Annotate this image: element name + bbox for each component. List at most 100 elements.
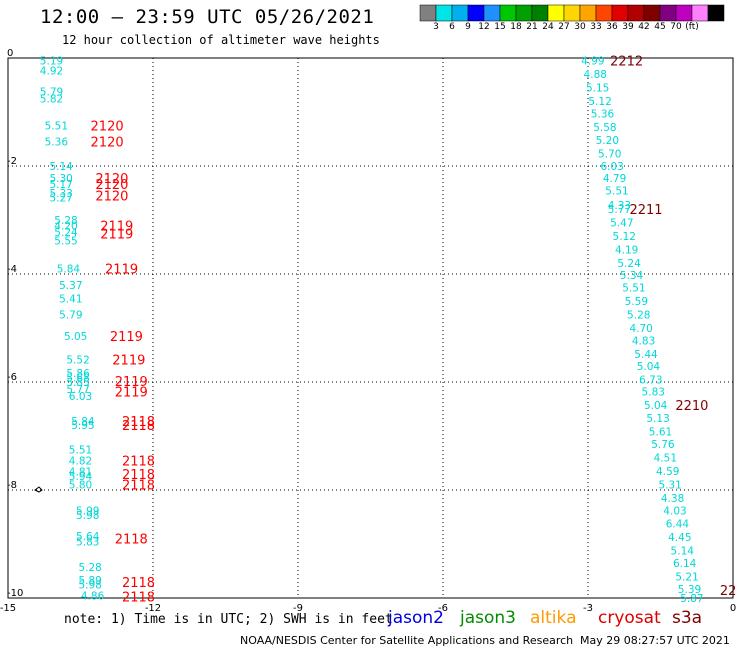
x-tick-label: 0 bbox=[730, 603, 736, 614]
x-tick-label: -6 bbox=[438, 603, 448, 614]
swh-value: 5.83 bbox=[642, 387, 665, 399]
swh-value: 5.27 bbox=[49, 192, 72, 204]
swh-value: 5.13 bbox=[646, 413, 669, 425]
color-scale-bar bbox=[419, 4, 725, 22]
color-scale-label: 45 bbox=[654, 22, 666, 32]
x-tick-label: -3 bbox=[583, 603, 593, 614]
swh-value: 5.79 bbox=[59, 310, 82, 322]
swh-value: 5.44 bbox=[634, 349, 658, 361]
swh-value: 5.30 bbox=[49, 173, 72, 185]
coastline-glyph bbox=[34, 486, 43, 493]
swh-value: 4.70 bbox=[629, 323, 652, 335]
swh-value: 4.20 bbox=[54, 220, 77, 232]
swh-value: 5.76 bbox=[651, 439, 675, 451]
swh-value: 5.24 bbox=[54, 227, 78, 239]
y-tick-label: -2 bbox=[7, 156, 17, 167]
swh-value: 5.87 bbox=[680, 593, 703, 605]
swh-value: 5.95 bbox=[71, 420, 94, 432]
y-tick-label: -4 bbox=[7, 264, 17, 275]
color-scale-label: 6 bbox=[449, 22, 455, 32]
chart-title: 12:00 – 23:59 UTC 05/26/2021 bbox=[40, 6, 375, 28]
x-tick-label: -9 bbox=[293, 603, 303, 614]
swh-value: 5.39 bbox=[678, 584, 701, 596]
swh-value: 5.99 bbox=[76, 506, 99, 518]
swh-value: 5.47 bbox=[610, 218, 633, 230]
swh-value: 6.03 bbox=[600, 161, 623, 173]
swh-value: 5.21 bbox=[675, 571, 698, 583]
swh-value: 5.94 bbox=[69, 471, 93, 483]
y-tick-label: -6 bbox=[7, 372, 17, 383]
x-tick-label: -15 bbox=[0, 603, 16, 614]
color-scale-label: 27 bbox=[558, 22, 570, 32]
swh-value: 5.28 bbox=[627, 310, 650, 322]
color-scale-label: 39 bbox=[622, 22, 634, 32]
swh-value: 5.86 bbox=[66, 368, 90, 380]
pass-time-label: 22 bbox=[720, 584, 737, 599]
generation-timestamp: May 29 08:27:57 UTC 2021 bbox=[580, 634, 730, 647]
swh-value: 5.84 bbox=[57, 264, 81, 276]
swh-value: 5.17 bbox=[49, 179, 72, 191]
swh-value: 5.51 bbox=[622, 283, 645, 295]
y-tick-label: -10 bbox=[7, 588, 23, 599]
pass-time-label: 2118 bbox=[122, 576, 155, 591]
pass-time-label: 2119 bbox=[100, 228, 133, 243]
pass-time-label: 2118 bbox=[115, 533, 148, 548]
swh-value: 5.04 bbox=[637, 361, 661, 373]
swh-value: 5.12 bbox=[613, 231, 636, 243]
pass-time-label: 2118 bbox=[122, 419, 155, 434]
pass-time-label: 2119 bbox=[110, 330, 143, 345]
swh-value: 6.73 bbox=[639, 374, 662, 386]
swh-value: 4.99 bbox=[581, 56, 604, 68]
swh-value: 5.52 bbox=[66, 354, 89, 366]
swh-value: 5.59 bbox=[625, 296, 648, 308]
swh-value: 4.38 bbox=[661, 493, 684, 505]
satellite-legend-item: altika bbox=[530, 608, 577, 628]
satellite-legend-item: jason2 bbox=[388, 608, 444, 628]
color-scale-label: 70 bbox=[670, 22, 682, 32]
swh-value: 4.59 bbox=[656, 466, 679, 478]
swh-value: 5.61 bbox=[649, 427, 672, 439]
pass-time-label: 2118 bbox=[122, 415, 155, 430]
color-scale-label: 9 bbox=[465, 22, 471, 32]
x-tick-label: -12 bbox=[145, 603, 161, 614]
swh-value: 5.15 bbox=[586, 83, 609, 95]
pass-time-label: 2118 bbox=[122, 479, 155, 494]
pass-time-label: 2120 bbox=[91, 120, 124, 135]
swh-value: 5.85 bbox=[66, 377, 89, 389]
swh-value: 5.28 bbox=[54, 215, 77, 227]
swh-value: 5.98 bbox=[78, 580, 101, 592]
pass-time-label: 2211 bbox=[629, 203, 662, 218]
swh-value: 4.82 bbox=[69, 455, 92, 467]
swh-value: 5.05 bbox=[64, 331, 87, 343]
pass-time-label: 2119 bbox=[105, 263, 138, 278]
swh-value: 5.14 bbox=[671, 545, 695, 557]
satellite-legend-item: jason3 bbox=[460, 608, 516, 628]
swh-value: 4.79 bbox=[603, 173, 626, 185]
swh-value: 4.45 bbox=[668, 532, 691, 544]
swh-value: 5.98 bbox=[76, 510, 99, 522]
swh-value: 4.33 bbox=[608, 200, 631, 212]
swh-value: 5.34 bbox=[620, 270, 644, 282]
swh-value: 5.24 bbox=[617, 258, 641, 270]
swh-value: 5.28 bbox=[78, 562, 101, 574]
swh-value: 5.36 bbox=[45, 137, 69, 149]
pass-time-label: 2119 bbox=[100, 219, 133, 234]
color-scale-label: 42 bbox=[638, 22, 650, 32]
swh-value: 4.92 bbox=[40, 65, 63, 77]
y-tick-label: 0 bbox=[7, 48, 13, 59]
swh-value: 5.82 bbox=[40, 94, 63, 106]
swh-value: 5.70 bbox=[598, 149, 621, 161]
pass-time-label: 2120 bbox=[95, 190, 128, 205]
swh-value: 4.19 bbox=[615, 245, 638, 257]
swh-value: 4.03 bbox=[663, 506, 686, 518]
swh-value: 4.88 bbox=[584, 69, 607, 81]
swh-value: 5.36 bbox=[591, 109, 615, 121]
swh-value: 5.04 bbox=[644, 400, 668, 412]
swh-value: 5.12 bbox=[588, 96, 611, 108]
color-scale-label: 18 bbox=[510, 22, 522, 32]
plot-frame bbox=[7, 57, 734, 599]
chart-subtitle: 12 hour collection of altimeter wave hei… bbox=[62, 33, 380, 47]
pass-time-label: 2119 bbox=[112, 353, 145, 368]
color-scale-label: 15 bbox=[494, 22, 506, 32]
swh-value: 5.77 bbox=[608, 204, 631, 216]
